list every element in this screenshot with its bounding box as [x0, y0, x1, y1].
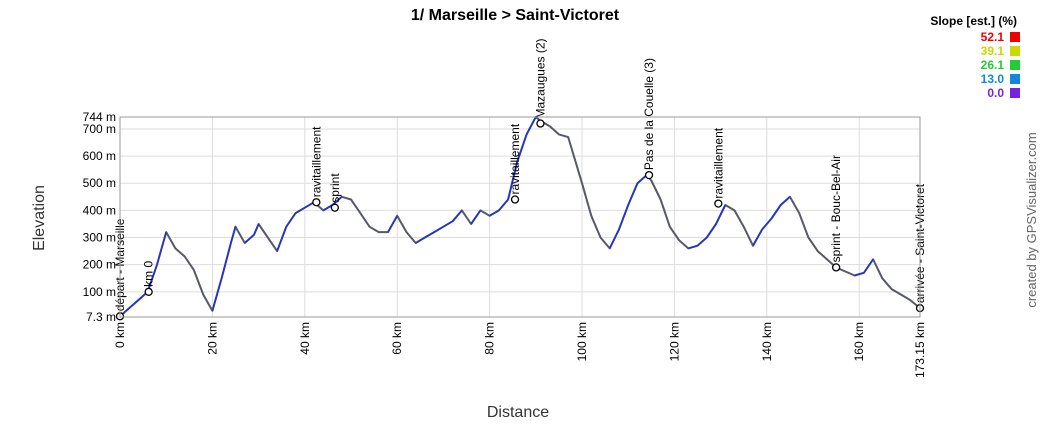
legend-value: 39.1	[981, 44, 1005, 58]
y-tick-label: 744 m	[83, 110, 116, 124]
waypoint-marker	[831, 263, 841, 272]
x-tick-label: 120 km	[667, 322, 681, 361]
x-tick-label: 173.15 km	[913, 322, 927, 378]
x-tick-label: 60 km	[390, 322, 404, 355]
legend-swatch	[1010, 88, 1020, 98]
y-axis-title: Elevation	[31, 185, 48, 251]
y-tick-label: 100 m	[83, 285, 116, 299]
x-tick-label: 20 km	[205, 322, 219, 355]
legend-value: 26.1	[981, 58, 1005, 72]
waypoint-marker	[144, 287, 153, 296]
y-tick-label: 200 m	[83, 258, 116, 272]
x-tick-label: 0 km	[113, 322, 127, 348]
chart-title: 1/ Marseille > Saint-Victoret	[411, 7, 620, 24]
x-tick-labels: 0 km 20 km 40 km 60 km 80 km 100 km 120 km 140 …	[113, 322, 927, 378]
x-tick-label: 140 km	[760, 322, 774, 361]
legend-swatch	[1010, 74, 1020, 84]
y-tick-label: 700 m	[83, 122, 116, 136]
waypoint-label: sprint - Bouc-Bel-Air	[829, 155, 843, 262]
y-tick-label: 400 m	[83, 203, 116, 217]
waypoint-label: sprint	[328, 173, 342, 203]
legend-swatch	[1010, 32, 1020, 42]
legend-title: Slope [est.] (%)	[930, 14, 1017, 28]
credit-text: created by GPSVisualizer.com	[1024, 132, 1039, 307]
plot-frame	[119, 116, 921, 318]
legend-value: 52.1	[981, 30, 1005, 44]
x-axis-title: Distance	[487, 404, 549, 421]
legend: 52.139.126.113.00.0	[981, 30, 1020, 100]
y-tick-label: 500 m	[83, 176, 116, 190]
waypoint-label: km 0	[142, 261, 156, 287]
waypoint-marker	[510, 195, 520, 204]
legend-value: 0.0	[987, 86, 1004, 100]
waypoint-label: ravitaillement	[309, 126, 323, 197]
legend-swatch	[1010, 60, 1020, 70]
legend-value: 13.0	[981, 72, 1005, 86]
waypoint-label: ravitaillement	[711, 127, 725, 198]
y-tick-labels: 7.3 m 100 m 200 m 300 m 400 m 500 m 600 m 700 m…	[83, 110, 116, 324]
waypoint-marker	[312, 198, 321, 207]
x-tick-label: 40 km	[298, 322, 312, 355]
x-tick-label: 80 km	[483, 322, 497, 355]
y-tick-label: 7.3 m	[86, 310, 116, 324]
y-tick-label: 300 m	[83, 231, 116, 245]
waypoint-label: Pas de la Couelle (3)	[642, 58, 656, 170]
waypoint-marker	[714, 199, 723, 208]
waypoint-marker	[330, 203, 339, 212]
legend-swatch	[1010, 46, 1020, 56]
x-tick-label: 100 km	[575, 322, 589, 361]
waypoint-label: Mazaugues (2)	[533, 38, 547, 118]
waypoint-marker	[644, 170, 654, 180]
elevation-slope-accent	[119, 116, 874, 317]
waypoint-marker	[536, 119, 545, 128]
x-tick-label: 160 km	[852, 322, 866, 361]
y-tick-label: 600 m	[83, 149, 116, 163]
waypoint-label: ravitaillement	[508, 123, 522, 194]
